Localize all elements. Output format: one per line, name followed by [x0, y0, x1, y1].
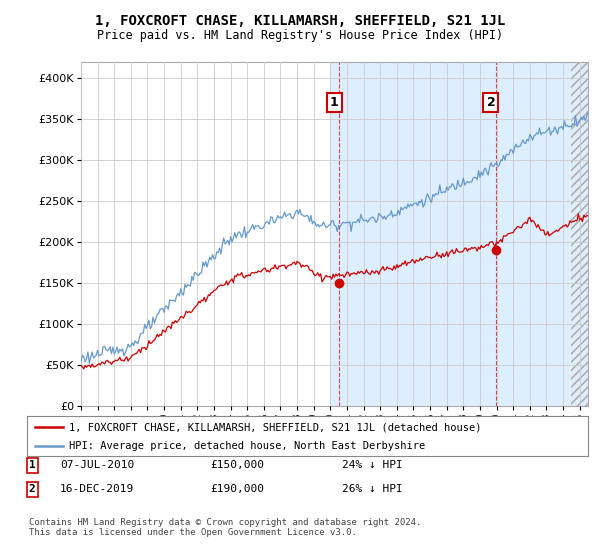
Bar [571, 62, 588, 406]
Text: 1: 1 [329, 96, 338, 109]
Text: HPI: Average price, detached house, North East Derbyshire: HPI: Average price, detached house, Nort… [69, 441, 425, 451]
Text: 16-DEC-2019: 16-DEC-2019 [60, 484, 134, 494]
Text: 2: 2 [487, 96, 495, 109]
Text: 2: 2 [29, 484, 35, 494]
Text: 07-JUL-2010: 07-JUL-2010 [60, 460, 134, 470]
Text: 1, FOXCROFT CHASE, KILLAMARSH, SHEFFIELD, S21 1JL: 1, FOXCROFT CHASE, KILLAMARSH, SHEFFIELD… [95, 14, 505, 28]
Bar [571, 62, 588, 406]
Text: Price paid vs. HM Land Registry's House Price Index (HPI): Price paid vs. HM Land Registry's House … [97, 29, 503, 42]
Text: 26% ↓ HPI: 26% ↓ HPI [342, 484, 403, 494]
Text: 1, FOXCROFT CHASE, KILLAMARSH, SHEFFIELD, S21 1JL (detached house): 1, FOXCROFT CHASE, KILLAMARSH, SHEFFIELD… [69, 422, 482, 432]
Text: £190,000: £190,000 [210, 484, 264, 494]
Bar [571, 62, 588, 406]
Bar [331, 62, 571, 406]
Text: 24% ↓ HPI: 24% ↓ HPI [342, 460, 403, 470]
Text: £150,000: £150,000 [210, 460, 264, 470]
Bar [571, 62, 588, 406]
Text: Contains HM Land Registry data © Crown copyright and database right 2024.
This d: Contains HM Land Registry data © Crown c… [29, 518, 421, 538]
Text: 1: 1 [29, 460, 35, 470]
